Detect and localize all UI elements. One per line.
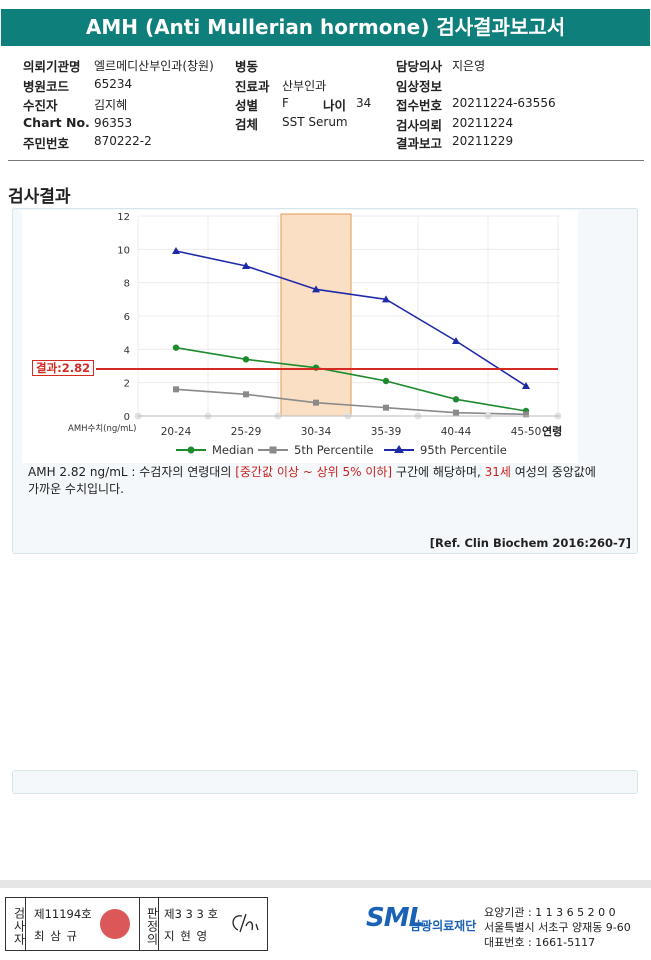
report-title: AMH (Anti Mullerian hormone) 검사결과보고서: [1, 9, 650, 46]
legend-label: Median: [212, 443, 254, 457]
data-point: [312, 285, 320, 293]
judge-license: 제3 3 3 호: [164, 907, 219, 921]
footer-divider: [0, 880, 651, 888]
org-name: 삼광의료재단: [410, 919, 477, 933]
info-label: 담당의사: [396, 59, 443, 74]
data-point: [172, 344, 180, 351]
info-label: 결과보고: [396, 136, 443, 151]
data-point: [452, 396, 460, 403]
info-value: 34: [356, 96, 372, 110]
info-value: 김지혜: [94, 98, 128, 112]
info-label: 주민번호: [23, 136, 70, 151]
info-label: 진료과: [235, 79, 270, 94]
desc-text: 여성의 중앙값에: [510, 465, 596, 479]
examiner-license: 제11194호: [34, 907, 92, 921]
data-point: [173, 386, 179, 393]
series-line: [175, 388, 527, 416]
legend-marker: [187, 446, 195, 454]
info-label: 나이: [323, 98, 347, 113]
info-label: 검사의뢰: [396, 118, 443, 133]
section-title: 검사결과: [8, 187, 71, 207]
y-tick-label: 0: [124, 412, 130, 423]
info-label: 수진자: [23, 98, 58, 113]
info-value: F: [282, 96, 289, 110]
y-tick-label: 6: [124, 312, 130, 323]
x-tick-label: 40-44: [441, 426, 472, 438]
seal-stamp: [100, 909, 130, 939]
info-label: 병동: [235, 59, 259, 74]
org-phone: 대표번호 : 1661-5117: [484, 936, 596, 949]
info-value: 20211224: [452, 116, 514, 130]
info-label: 검체: [235, 117, 259, 132]
y-tick-label: 2: [124, 379, 130, 390]
org-code: 요양기관 : 1 1 3 6 5 2 0 0: [484, 906, 616, 919]
legend-marker: [394, 445, 404, 453]
x-tick-label: 25-29: [231, 426, 262, 438]
y-tick-label: 12: [117, 212, 130, 223]
info-label: 임상정보: [396, 79, 443, 94]
info-value: 산부인과: [282, 79, 327, 93]
info-label: 병원코드: [23, 79, 70, 94]
data-point: [522, 382, 530, 389]
judge-name: 지 현 영: [164, 929, 209, 943]
desc-highlight: [중간값 이상 ~ 상위 5% 이하]: [235, 465, 393, 479]
y-tick-label: 8: [124, 279, 130, 290]
y-tick-label: 10: [117, 245, 130, 256]
data-point: [382, 295, 390, 303]
examiner-name: 최 삼 규: [34, 929, 79, 943]
handwritten-signature: [232, 913, 259, 933]
data-point: [453, 409, 459, 416]
desc-text: 가까운 수치입니다.: [28, 482, 124, 496]
data-point: [382, 377, 390, 385]
info-value: 96353: [94, 116, 133, 130]
patient-info: 의뢰기관명 엘르메디산부인과(창원) 병원코드 65234 수진자 김지혜 Ch…: [0, 0, 651, 160]
amh-chart: 0 2 4 6 8 10 12 20-24 25-29 30-34 35-39 40-44 45-50 연…: [68, 212, 562, 457]
series-line: [175, 250, 527, 387]
y-axis-label: AMH수치(ng/mL): [68, 424, 136, 434]
info-label: 성별: [235, 98, 259, 113]
data-point: [383, 404, 389, 411]
x-tick-label: 20-24: [161, 426, 192, 438]
data-point: [452, 337, 460, 344]
legend-marker: [269, 446, 277, 454]
info-label: 접수번호: [396, 98, 443, 113]
info-value: SST Serum: [282, 115, 348, 129]
info-value: 65234: [94, 77, 133, 91]
info-label: Chart No.: [23, 115, 90, 130]
data-point: [242, 356, 250, 363]
examiner-label: 검사자: [6, 898, 26, 950]
data-point: [313, 399, 319, 406]
result-description: AMH 2.82 ng/mL : 수검자의 연령대의 [중간값 이상 ~ 상위 …: [28, 464, 634, 498]
result-badge: 결과:2.82: [32, 360, 95, 376]
comment-box: [12, 770, 638, 794]
desc-text: 구간에 해당하며,: [392, 465, 485, 479]
info-value: 지은영: [452, 59, 486, 73]
legend-label: 5th Percentile: [294, 443, 374, 457]
info-value: 20211229: [452, 134, 514, 148]
age-highlight-band: [280, 213, 352, 417]
x-tick-label: 45-50: [511, 426, 542, 438]
judge-label: 판정의: [139, 898, 159, 950]
desc-age: 31세: [484, 465, 511, 479]
x-axis-label: 연령: [542, 424, 562, 438]
data-point: [243, 391, 249, 398]
org-address: 서울특별시 서초구 양재동 9-60: [484, 921, 631, 934]
sml-logo: SML: [366, 903, 425, 933]
series-line: [175, 346, 527, 412]
divider: [8, 160, 644, 161]
info-value: 20211224-63556: [452, 96, 556, 110]
data-point: [242, 262, 250, 269]
x-tick-label: 35-39: [371, 426, 402, 438]
reference: [Ref. Clin Biochem 2016:260-7]: [429, 536, 631, 550]
legend-label: 95th Percentile: [420, 443, 507, 457]
y-tick-label: 4: [124, 345, 130, 356]
desc-text: AMH 2.82 ng/mL : 수검자의 연령대의: [28, 465, 236, 479]
x-tick-label: 30-34: [301, 426, 332, 438]
info-label: 의뢰기관명: [23, 59, 81, 74]
signature-box: 검사자 제11194호 최 삼 규 판정의 제3 3 3 호 지 현 영: [5, 897, 268, 951]
info-value: 870222-2: [94, 134, 152, 148]
data-point: [523, 411, 529, 418]
info-value: 엘르메디산부인과(창원): [94, 59, 214, 73]
data-point: [172, 247, 180, 254]
